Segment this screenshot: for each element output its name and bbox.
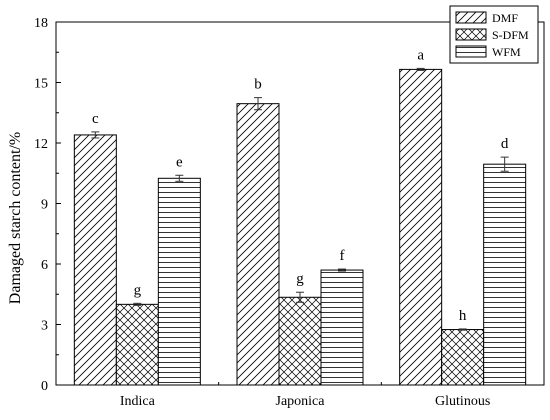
y-tick-label: 6 — [41, 258, 48, 273]
legend-label: DMF — [492, 11, 518, 25]
x-tick-label: Indica — [120, 394, 156, 409]
significance-letter: g — [296, 271, 304, 287]
legend: DMF S-DFM WFM — [449, 5, 539, 64]
significance-letter: e — [176, 154, 183, 170]
legend-label: S-DFM — [492, 28, 529, 42]
bar — [115, 303, 159, 386]
y-tick-label: 15 — [34, 77, 48, 92]
significance-letter: g — [134, 282, 142, 298]
legend-swatch — [455, 45, 487, 58]
significance-letter: f — [340, 248, 345, 264]
y-tick-label: 12 — [34, 137, 48, 152]
y-tick-label: 18 — [34, 16, 48, 31]
bar — [73, 134, 117, 386]
y-axis-label: Damaged starch content/% — [7, 132, 24, 304]
x-axis: Indica Japonica Glutinous — [120, 380, 490, 409]
significance-letter: b — [254, 77, 262, 93]
bar — [236, 103, 280, 386]
bar — [441, 329, 485, 386]
legend-swatch — [455, 28, 487, 41]
significance-letter: h — [459, 308, 467, 324]
bar — [157, 177, 201, 386]
bar — [320, 269, 364, 386]
bar — [399, 68, 443, 386]
y-tick-label: 3 — [41, 319, 48, 334]
error-bars — [91, 67, 509, 331]
y-tick-label: 9 — [41, 198, 48, 213]
y-tick-label: 0 — [41, 379, 48, 394]
significance-letters: c g e b g f a h d — [92, 47, 509, 324]
significance-letter: d — [501, 136, 509, 152]
legend-label: WFM — [492, 45, 521, 59]
x-tick-label: Japonica — [276, 394, 326, 409]
bars — [73, 68, 527, 386]
x-tick-label: Glutinous — [435, 394, 490, 409]
y-axis: 0 3 6 9 12 15 18 — [34, 16, 61, 394]
bar — [483, 163, 527, 386]
significance-letter: a — [417, 47, 424, 63]
significance-letter: c — [92, 111, 99, 127]
bar — [278, 296, 322, 386]
legend-swatch — [455, 11, 487, 24]
